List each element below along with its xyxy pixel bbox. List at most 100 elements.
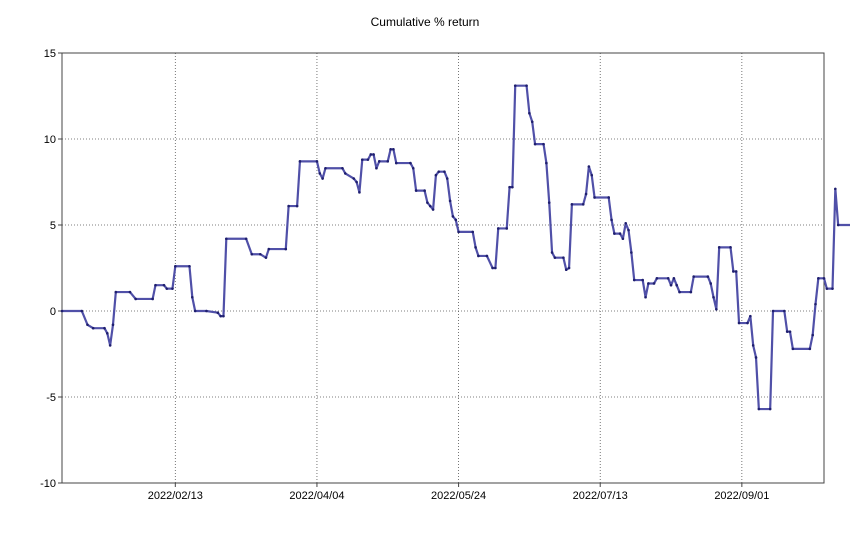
- data-point: [191, 295, 194, 299]
- data-point: [451, 215, 455, 218]
- y-tick-label: 0: [50, 306, 56, 318]
- data-point: [222, 314, 225, 318]
- data-point: [618, 232, 622, 235]
- data-point: [445, 177, 449, 180]
- data-point: [624, 221, 628, 225]
- data-point: [474, 246, 477, 249]
- data-point: [448, 199, 452, 203]
- data-point: [389, 148, 392, 151]
- data-point: [768, 407, 772, 411]
- data-point: [715, 307, 718, 311]
- data-point: [547, 201, 551, 204]
- data-point: [494, 266, 497, 270]
- data-point: [825, 287, 829, 290]
- data-point: [621, 237, 625, 241]
- data-point: [505, 227, 509, 230]
- data-point: [751, 344, 755, 347]
- data-point: [386, 160, 390, 163]
- data-point: [836, 223, 840, 227]
- data-point: [315, 160, 319, 163]
- data-point: [528, 111, 531, 115]
- data-point: [647, 282, 650, 285]
- y-tick-label: -5: [46, 392, 56, 404]
- data-point: [811, 333, 814, 337]
- data-point: [423, 189, 426, 192]
- data-point: [511, 185, 514, 189]
- data-point: [434, 173, 438, 177]
- x-tick-label: 2022/04/04: [289, 490, 344, 502]
- data-point: [689, 290, 693, 294]
- data-point: [224, 237, 228, 241]
- data-point: [785, 330, 789, 333]
- series-points: [60, 84, 840, 411]
- data-point: [737, 321, 741, 325]
- data-point: [655, 277, 659, 280]
- data-point: [369, 153, 373, 156]
- data-point: [355, 180, 358, 184]
- data-point: [372, 153, 375, 156]
- data-point: [165, 287, 169, 290]
- data-point: [409, 161, 412, 165]
- plot-frame: [61, 52, 825, 484]
- data-point: [341, 166, 344, 170]
- data-point: [477, 254, 480, 258]
- y-tick-label: 5: [50, 220, 56, 232]
- data-point: [114, 290, 118, 294]
- data-point: [216, 311, 220, 315]
- data-point: [491, 266, 494, 270]
- data-point: [652, 282, 656, 285]
- data-point: [834, 187, 837, 191]
- data-point: [749, 314, 752, 318]
- data-point: [542, 142, 545, 146]
- data-point: [672, 277, 676, 280]
- data-point: [103, 326, 106, 330]
- data-point: [746, 321, 749, 325]
- data-point: [525, 84, 528, 87]
- data-point: [264, 256, 268, 259]
- data-point: [562, 256, 565, 259]
- data-point: [358, 191, 361, 194]
- data-point: [162, 283, 166, 287]
- data-point: [171, 287, 174, 290]
- data-point: [318, 172, 322, 175]
- data-point: [457, 230, 460, 234]
- data-point: [757, 407, 761, 411]
- data-point: [321, 177, 324, 180]
- data-point: [675, 283, 678, 287]
- data-point: [729, 246, 732, 249]
- data-point: [485, 254, 489, 258]
- data-point: [205, 309, 208, 313]
- data-point: [732, 270, 735, 273]
- data-point: [831, 287, 834, 290]
- data-point: [392, 148, 395, 151]
- data-point: [530, 120, 534, 124]
- data-point: [754, 356, 758, 359]
- data-point: [151, 297, 154, 301]
- data-point: [791, 347, 795, 351]
- data-point: [471, 230, 475, 234]
- data-point: [437, 170, 441, 173]
- x-tick-label: 2022/07/13: [573, 490, 628, 502]
- data-point: [641, 278, 645, 282]
- data-point: [60, 309, 64, 313]
- data-point: [295, 204, 299, 208]
- data-point: [669, 283, 673, 287]
- data-point: [219, 314, 222, 318]
- data-point: [613, 232, 616, 235]
- data-point: [106, 332, 109, 335]
- data-point: [593, 196, 596, 199]
- data-point: [545, 161, 548, 165]
- data-point: [154, 283, 157, 287]
- data-point: [284, 247, 288, 251]
- data-point: [394, 161, 398, 165]
- data-point: [627, 228, 630, 232]
- data-point: [783, 309, 786, 313]
- data-point: [610, 218, 613, 222]
- data-point: [414, 189, 418, 192]
- data-point: [375, 166, 378, 170]
- data-point: [581, 203, 585, 206]
- data-point: [134, 297, 137, 301]
- data-point: [808, 347, 812, 351]
